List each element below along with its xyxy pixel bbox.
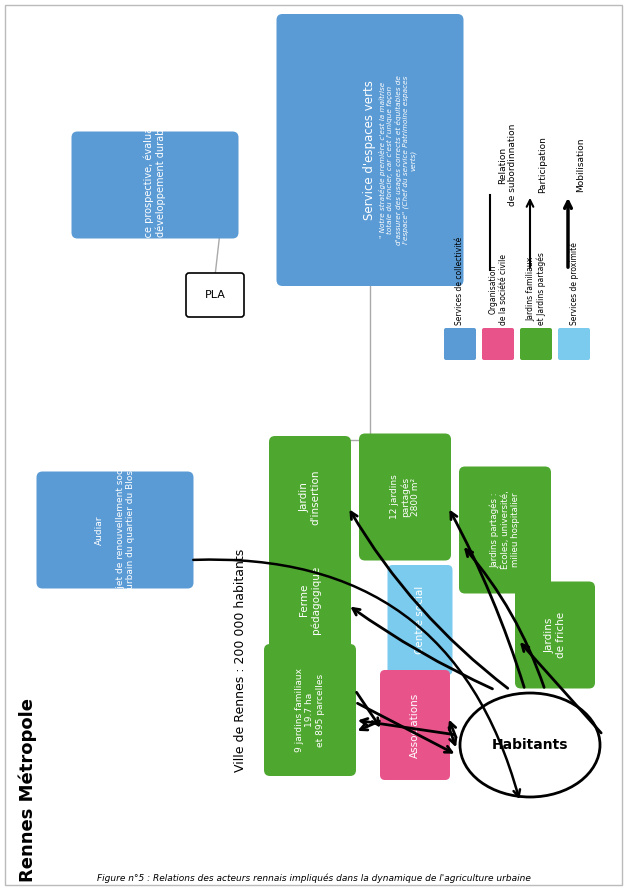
Text: Rennes Métropole: Rennes Métropole — [19, 698, 37, 882]
Text: PLA: PLA — [204, 290, 226, 300]
FancyBboxPatch shape — [459, 466, 551, 594]
FancyBboxPatch shape — [444, 328, 476, 360]
FancyBboxPatch shape — [558, 328, 590, 360]
Text: Ferme
pédagogique: Ferme pédagogique — [299, 566, 321, 634]
Text: Habitants: Habitants — [492, 738, 568, 752]
Text: Mobilisation: Mobilisation — [576, 138, 585, 192]
FancyBboxPatch shape — [264, 644, 356, 776]
Text: Relation
de subordinnation: Relation de subordinnation — [498, 124, 517, 206]
FancyBboxPatch shape — [269, 539, 351, 661]
FancyBboxPatch shape — [186, 273, 244, 317]
FancyBboxPatch shape — [269, 436, 351, 558]
Text: Figure n°5 : Relations des acteurs rennais impliqués dans la dynamique de l'agri: Figure n°5 : Relations des acteurs renna… — [97, 873, 530, 883]
FancyBboxPatch shape — [359, 433, 451, 561]
FancyBboxPatch shape — [515, 581, 595, 689]
FancyBboxPatch shape — [520, 328, 552, 360]
Text: Service d'espaces verts: Service d'espaces verts — [364, 80, 376, 220]
Text: 9 jardins familiaux
19.7 ha
et 895 parcelles: 9 jardins familiaux 19.7 ha et 895 parce… — [295, 668, 325, 752]
Text: Participation: Participation — [538, 136, 547, 193]
Text: Service prospective, évaluation
et développement durable: Service prospective, évaluation et dével… — [144, 108, 166, 262]
FancyBboxPatch shape — [71, 132, 238, 239]
Text: Jardin
d'insertion: Jardin d'insertion — [299, 469, 321, 525]
FancyBboxPatch shape — [380, 670, 450, 780]
Text: Centre social: Centre social — [415, 586, 425, 654]
Text: Organisation
de la société civile: Organisation de la société civile — [488, 254, 508, 325]
FancyBboxPatch shape — [36, 472, 194, 588]
Text: Associations: Associations — [410, 692, 420, 757]
Text: Jardins
de friche: Jardins de friche — [544, 612, 566, 658]
FancyBboxPatch shape — [482, 328, 514, 360]
FancyBboxPatch shape — [5, 5, 622, 885]
Text: " Notre stratégie première c'est la maîtrise
totale du foncier, car c'est l'uniq: " Notre stratégie première c'est la maît… — [379, 75, 417, 245]
Text: Services de proximité: Services de proximité — [569, 242, 579, 325]
FancyBboxPatch shape — [277, 14, 463, 286]
Text: Jardins familiaux
et Jardins partagés: Jardins familiaux et Jardins partagés — [526, 252, 546, 325]
Ellipse shape — [460, 693, 600, 797]
Text: Audiar

Projet de renouvellement social
et urbain du quartier du Blosne: Audiar Projet de renouvellement social e… — [95, 458, 135, 602]
Text: Ville de Rennes : 200 000 habitants: Ville de Rennes : 200 000 habitants — [233, 548, 246, 772]
Text: 12 jardins
partagés
2800 m²: 12 jardins partagés 2800 m² — [390, 474, 420, 520]
FancyBboxPatch shape — [387, 565, 453, 675]
Text: Jardins partagés :
Écoles, université,
milieu hospitalier: Jardins partagés : Écoles, université, m… — [490, 490, 520, 570]
Text: Services de collectivité: Services de collectivité — [455, 237, 465, 325]
